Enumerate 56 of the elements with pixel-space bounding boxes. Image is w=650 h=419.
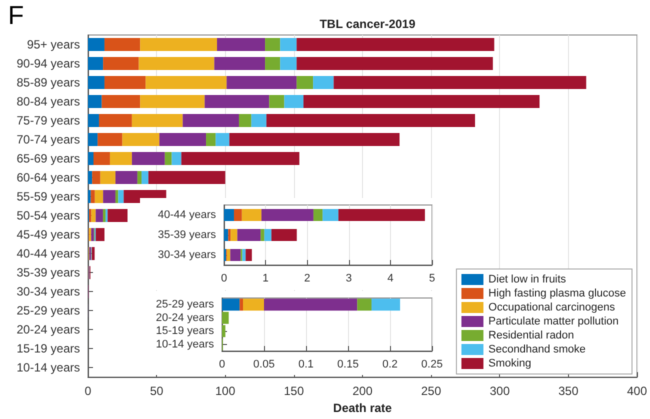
y-tick-label: 90-94 years	[16, 56, 80, 71]
x-tick-label: 0.25	[421, 358, 443, 370]
x-tick-label: 100	[215, 384, 236, 398]
y-tick-label: 20-24 years	[16, 322, 80, 337]
y-tick-label: 30-34 years	[16, 284, 80, 299]
x-tick-label: 0.2	[382, 358, 398, 370]
y-tick-label: 80-84 years	[16, 94, 80, 109]
x-tick-label: 150	[284, 384, 304, 398]
x-tick-label: 0.15	[337, 358, 359, 370]
x-tick-label: 0.05	[253, 358, 275, 370]
y-tick-label: 35-39 years	[16, 266, 80, 280]
y-tick-label: 75-79 years	[16, 114, 80, 128]
chart-title: TBL cancer-2019	[320, 17, 416, 31]
x-tick-label: 350	[558, 384, 579, 398]
y-tick-label: 95+ years	[26, 38, 80, 52]
x-tick-label: 0	[220, 272, 228, 284]
legend-label: Occupational carcinogens	[488, 302, 616, 314]
y-tick-label: 10-14 years	[16, 360, 80, 375]
x-tick-label: 0	[84, 384, 92, 398]
y-tick-label: 30-34 years	[158, 249, 216, 261]
x-tick-label: 300	[490, 384, 510, 398]
text: F	[8, 0, 24, 30]
legend-label: Particulate matter pollution	[488, 316, 619, 328]
y-tick-label: 15-19 years	[156, 325, 214, 338]
x-tick-label: 0.1	[298, 358, 314, 370]
legend-label: Secondhand smoke	[488, 344, 586, 356]
y-tick-label: 25-29 years	[16, 304, 80, 318]
y-tick-label: 85-89 years	[16, 76, 80, 90]
x-tick-label: 5	[428, 272, 436, 284]
y-tick-label: 60-64 years	[16, 170, 80, 185]
y-tick-label: 25-29 years	[156, 298, 214, 311]
legend-label: Residential radon	[488, 330, 574, 342]
y-tick-label: 55-59 years	[16, 190, 80, 204]
legend-label: High fasting plasma glucose	[488, 288, 626, 300]
y-tick-label: 65-69 years	[16, 152, 80, 166]
x-tick-label: 400	[626, 384, 648, 398]
x-tick-label: 0	[218, 358, 226, 370]
y-tick-label: 20-24 years	[156, 312, 214, 324]
x-tick-label: 200	[352, 384, 373, 398]
y-tick-label: 40-44 years	[158, 209, 216, 221]
y-tick-label: 40-44 years	[16, 246, 80, 261]
x-tick-label: 4	[387, 272, 394, 284]
legend-label: Diet low in fruits	[488, 274, 567, 286]
x-tick-label: 250	[421, 384, 442, 398]
x-tick-label: 50	[150, 384, 164, 398]
x-axis-title: Death rate	[333, 401, 392, 415]
y-tick-label: 45-49 years	[16, 228, 80, 242]
y-tick-label: 50-54 years	[16, 208, 80, 223]
y-tick-label: 10-14 years	[156, 338, 214, 350]
x-tick-label: 2	[304, 272, 310, 284]
x-tick-label: 3	[346, 272, 352, 284]
y-tick-label: 70-74 years	[16, 132, 80, 147]
legend-label: Smoking	[488, 358, 532, 370]
x-tick-label: 1	[262, 272, 269, 284]
y-tick-label: 15-19 years	[16, 342, 80, 356]
y-tick-label: 35-39 years	[158, 229, 216, 241]
